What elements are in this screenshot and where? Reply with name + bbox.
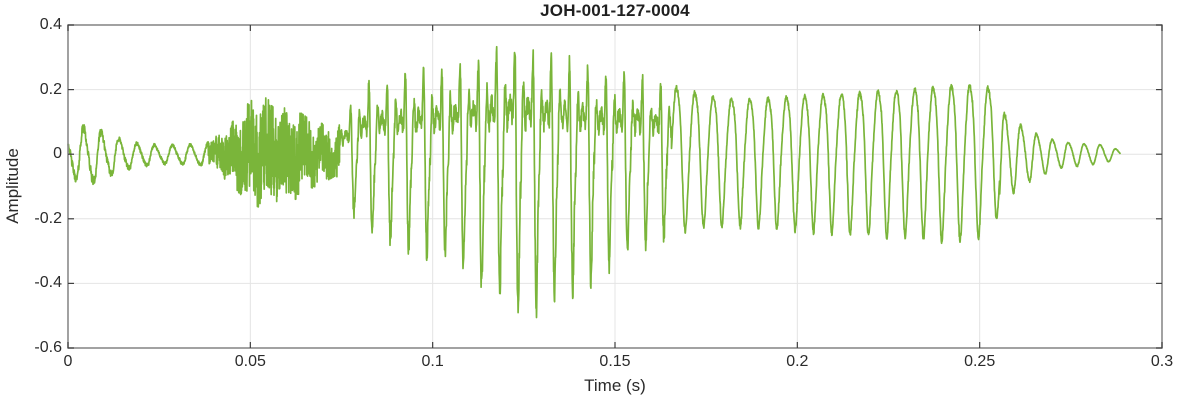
- y-tick-label: -0.4: [34, 274, 62, 292]
- waveform-line: [67, 45, 1121, 319]
- x-tick-label: 0.3: [1150, 353, 1174, 370]
- axis-ticks: [67, 24, 1163, 349]
- y-tick-label: 0: [53, 145, 62, 163]
- x-tick-label: 0.25: [964, 353, 996, 370]
- x-tick-label: 0.15: [599, 353, 631, 370]
- y-tick-label: 0.4: [39, 16, 62, 33]
- x-tick-label: 0.2: [786, 353, 809, 370]
- grid-lines: [68, 25, 1162, 348]
- y-tick-label: -0.6: [34, 339, 62, 356]
- y-tick-label: 0.2: [39, 80, 62, 98]
- x-tick-label: 0.05: [234, 353, 266, 370]
- chart-title: JOH-001-127-0004: [540, 1, 690, 20]
- x-tick-label: 0: [63, 353, 73, 370]
- y-tick-label: -0.2: [34, 209, 62, 227]
- x-tick-label: 0.1: [421, 353, 444, 370]
- x-axis-label: Time (s): [584, 376, 646, 395]
